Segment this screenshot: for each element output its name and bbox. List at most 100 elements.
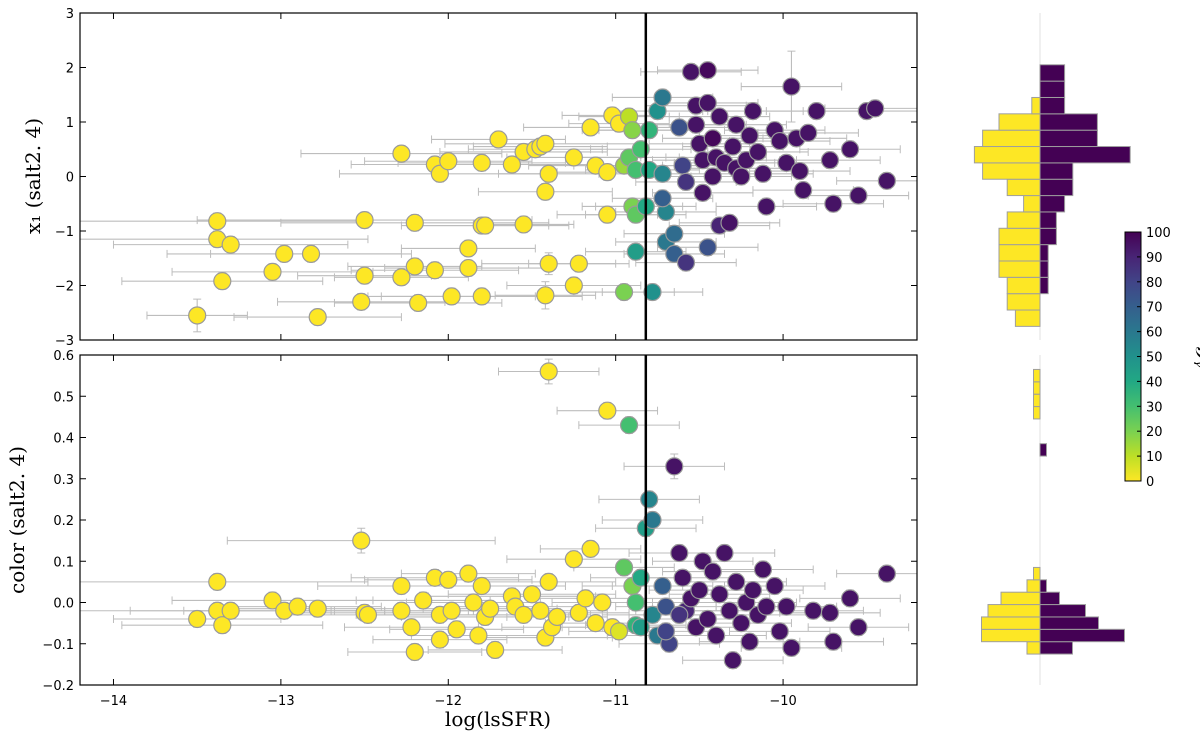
bottom-data-point <box>547 607 567 627</box>
bottom-x-tick-label: −10 <box>769 694 796 709</box>
bottom-data-point <box>703 562 722 581</box>
top-data-point <box>653 164 672 183</box>
bottom-data-point <box>765 576 784 596</box>
top-data-point <box>472 153 491 172</box>
bottom-hist-bar-right <box>1039 616 1099 630</box>
bottom-data-point <box>653 576 672 596</box>
bottom-y-tick-label: 0.0 <box>53 597 74 612</box>
top-data-point <box>598 163 617 182</box>
bottom-data-point <box>777 597 796 616</box>
colorbar-tick-label: 0 <box>1146 475 1154 490</box>
bottom-data-point <box>690 581 709 600</box>
top-data-point <box>425 261 444 280</box>
top-data-point <box>536 182 555 201</box>
bottom-data-point <box>804 601 823 620</box>
bottom-data-point <box>414 591 433 610</box>
bottom-data-point <box>469 626 488 645</box>
top-data-point <box>686 115 706 134</box>
bottom-data-point <box>824 632 843 651</box>
bottom-data-point <box>698 609 717 629</box>
top-data-point <box>409 293 428 313</box>
bottom-data-point <box>472 576 491 596</box>
bottom-data-point <box>626 593 645 612</box>
bottom-hist-bar-right <box>1039 604 1086 618</box>
top-hist-bar-right <box>1039 64 1066 82</box>
bottom-y-tick-label: 0.3 <box>53 473 74 488</box>
top-hist-bar-right <box>1039 211 1057 229</box>
top-data-point <box>539 254 558 273</box>
top-data-point <box>489 130 508 149</box>
top-points <box>188 61 896 327</box>
bottom-data-point <box>459 564 478 583</box>
bottom-data-point <box>358 605 378 624</box>
bottom-y-axis-label: color (salt2. 4) <box>5 446 29 594</box>
top-data-point <box>263 262 282 281</box>
top-data-point <box>703 129 722 148</box>
bottom-data-point <box>213 616 232 635</box>
top-data-point <box>569 254 588 273</box>
top-hist-bar-right <box>1039 162 1074 180</box>
top-y-axis-label: x₁ (salt2. 4) <box>21 118 45 234</box>
top-data-point <box>653 88 672 107</box>
bottom-data-point <box>402 618 421 637</box>
bottom-hist-bar-left <box>1000 591 1041 606</box>
bottom-data-point <box>531 601 550 620</box>
top-data-point <box>799 123 818 142</box>
top-data-point <box>670 118 689 137</box>
bottom-hist-bar-left <box>1026 641 1041 655</box>
bottom-y-tick-label: 0.2 <box>53 514 74 529</box>
bottom-data-point <box>442 601 461 620</box>
top-data-point <box>626 242 645 261</box>
bottom-histogram <box>981 355 1125 685</box>
top-data-point <box>439 152 458 171</box>
top-data-point <box>849 186 868 205</box>
bottom-data-point <box>486 640 505 660</box>
top-hist-bar-right <box>1039 227 1057 246</box>
top-histogram <box>973 13 1131 340</box>
bottom-x-tick-label: −12 <box>435 694 462 709</box>
top-data-point <box>748 142 768 162</box>
top-y-tick-label: 1 <box>66 116 74 131</box>
top-hist-bar-right <box>1039 113 1098 131</box>
top-data-point <box>536 134 555 153</box>
top-data-point <box>698 238 717 257</box>
bottom-data-point <box>593 593 612 612</box>
top-data-point <box>623 121 642 140</box>
bottom-data-point <box>670 543 689 563</box>
top-data-point <box>442 287 461 306</box>
bottom-data-point <box>656 597 676 616</box>
bottom-histogram-bars <box>981 368 1125 655</box>
bottom-data-point <box>464 593 483 612</box>
bottom-data-point <box>288 597 307 616</box>
bottom-data-point <box>665 457 684 476</box>
top-data-point <box>782 77 801 96</box>
colorbar-tick-label: 50 <box>1146 351 1163 366</box>
top-hist-bar-right <box>1039 178 1074 197</box>
colorbar-ticks: 0 10 20 30 40 50 60 70 80 90 100 <box>1137 226 1171 490</box>
top-data-point <box>753 164 773 183</box>
bottom-data-point <box>643 510 662 530</box>
bottom-data-point <box>539 572 558 591</box>
top-hist-bar-left <box>1031 96 1041 115</box>
bottom-data-point <box>308 599 327 618</box>
bottom-hist-bar-left <box>1033 368 1041 383</box>
top-hist-bar-right <box>1039 195 1066 213</box>
colorbar: 0 10 20 30 40 50 60 70 80 90 100 𝒫ᵧ <box>1124 226 1200 490</box>
bottom-y-tick-label: −0.1 <box>42 638 74 653</box>
top-data-point <box>732 167 751 186</box>
top-y-tick-label: −1 <box>55 225 74 240</box>
bottom-data-point <box>392 576 411 596</box>
top-data-point <box>213 272 232 291</box>
colorbar-tick-label: 80 <box>1146 276 1163 291</box>
top-y-tick-label: 2 <box>66 62 74 77</box>
bottom-data-point <box>740 632 759 651</box>
bottom-data-point <box>221 601 240 620</box>
top-data-point <box>502 155 521 174</box>
top-hist-bar-left <box>1006 178 1041 197</box>
top-hist-bar-left <box>1014 309 1041 327</box>
bottom-data-point <box>643 605 662 624</box>
bottom-hist-bar-right <box>1039 641 1073 655</box>
top-data-point <box>188 306 207 325</box>
bottom-data-point <box>732 614 751 633</box>
